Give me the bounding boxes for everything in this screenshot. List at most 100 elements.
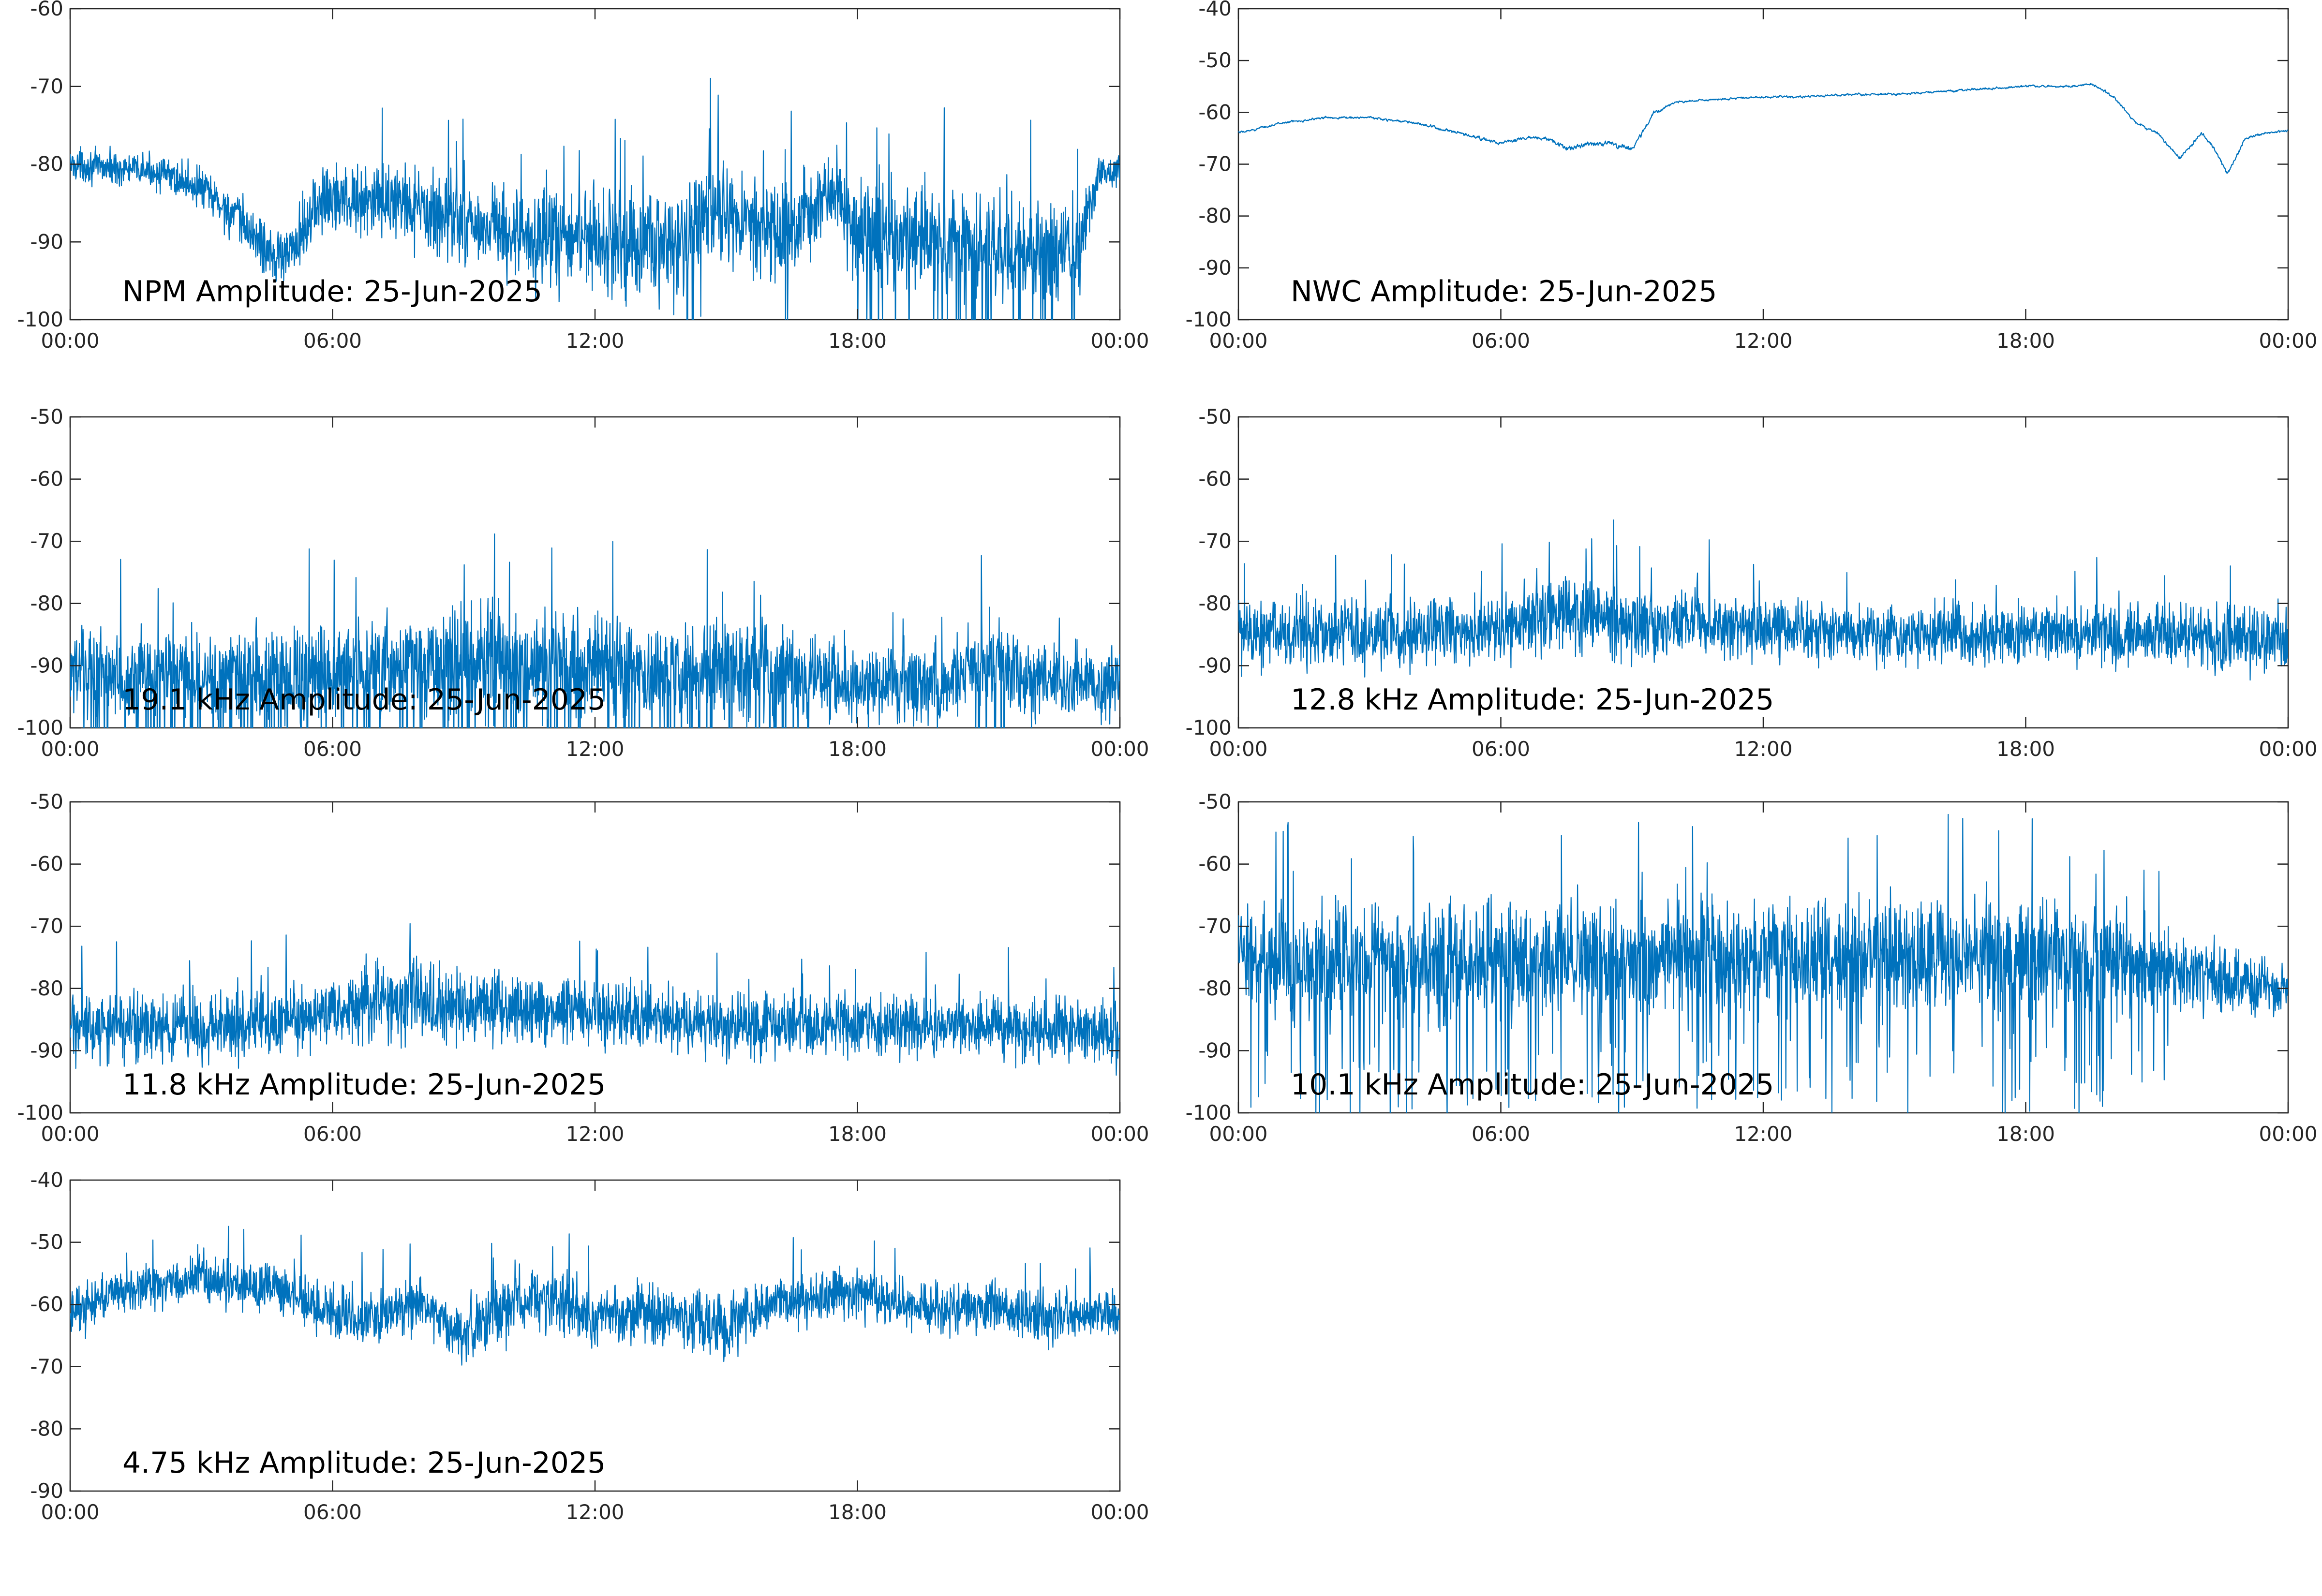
x-tick-label: 00:00: [41, 737, 99, 761]
y-tick-label: -60: [1198, 100, 1232, 124]
series-line: [70, 77, 1120, 320]
y-tick-label: -70: [1198, 529, 1232, 553]
x-tick-label: 00:00: [1090, 1122, 1149, 1146]
axes-box: [69, 8, 1121, 321]
x-tick-label: 00:00: [41, 1122, 99, 1146]
axes-box: [1237, 416, 2289, 729]
y-tick-label: -50: [1198, 48, 1232, 72]
y-tick-label: -100: [1186, 716, 1232, 739]
y-tick-label: -50: [1198, 790, 1232, 813]
x-tick-label: 12:00: [566, 1122, 624, 1146]
chart-title: 12.8 kHz Amplitude: 25-Jun-2025: [1291, 683, 1774, 717]
y-tick-label: -90: [30, 653, 63, 677]
chart-panel-1: -100 -90 -80 -70 -60 00:00 06:00 12:00 18:00 00:0…: [17, 0, 1149, 353]
chart-title: NPM Amplitude: 25-Jun-2025: [122, 275, 542, 309]
y-tick-label: -60: [30, 1292, 63, 1316]
chart-panel-2: -100 -90 -80 -70 -60 -50 -40 00:00 06:00 12:00 18:…: [1186, 0, 2318, 353]
y-tick-label: -80: [30, 591, 63, 615]
x-tick-label: 00:00: [1209, 1122, 1267, 1146]
x-tick-label: 12:00: [566, 737, 624, 761]
y-tick-label: -60: [30, 467, 63, 491]
y-tick-label: -50: [1198, 405, 1232, 429]
y-tick-label: -90: [1198, 1038, 1232, 1062]
y-tick-label: -80: [1198, 591, 1232, 615]
x-tick-label: 18:00: [828, 329, 887, 353]
y-tick-label: -70: [30, 74, 63, 98]
x-tick-label: 00:00: [2259, 737, 2317, 761]
y-tick-label: -100: [17, 308, 63, 331]
series-line: [1238, 519, 2288, 681]
x-tick-label: 12:00: [1734, 1122, 1792, 1146]
x-tick-label: 12:00: [1734, 737, 1792, 761]
y-tick-label: -100: [1186, 308, 1232, 331]
x-tick-label: 06:00: [303, 737, 362, 761]
y-tick-label: -70: [30, 529, 63, 553]
x-tick-label: 06:00: [1472, 737, 1530, 761]
y-tick-label: -100: [17, 716, 63, 739]
axes-box: [69, 416, 1121, 729]
y-tick-label: -60: [1198, 852, 1232, 876]
x-tick-label: 06:00: [1472, 329, 1530, 353]
x-tick-label: 18:00: [828, 1500, 887, 1524]
y-tick-label: -40: [30, 1168, 63, 1192]
y-tick-label: -60: [1198, 467, 1232, 491]
y-tick-label: -70: [30, 1355, 63, 1378]
x-tick-label: 18:00: [828, 737, 887, 761]
y-tick-label: -80: [1198, 204, 1232, 228]
x-tick-label: 06:00: [303, 1500, 362, 1524]
y-tick-label: -80: [30, 1417, 63, 1440]
x-tick-label: 00:00: [41, 1500, 99, 1524]
chart-title: 10.1 kHz Amplitude: 25-Jun-2025: [1291, 1068, 1774, 1102]
x-tick-label: 18:00: [1996, 329, 2055, 353]
y-tick-label: -70: [1198, 914, 1232, 938]
y-tick-label: -90: [30, 1038, 63, 1062]
series-line: [1238, 83, 2288, 174]
y-tick-label: -90: [1198, 653, 1232, 677]
axes-box: [69, 801, 1121, 1114]
axes-box: [1237, 8, 2289, 321]
y-tick-label: -100: [17, 1101, 63, 1124]
chart-title: 4.75 kHz Amplitude: 25-Jun-2025: [122, 1446, 606, 1480]
y-tick-label: -80: [1198, 976, 1232, 1000]
y-tick-label: -90: [1198, 256, 1232, 280]
chart-panel-6: -100 -90 -80 -70 -60 -50 00:00 06:00 12:00 18:00 0…: [1186, 790, 2318, 1146]
x-tick-label: 06:00: [1472, 1122, 1530, 1146]
chart-panel-5: -100 -90 -80 -70 -60 -50 00:00 06:00 12:00 18:00 0…: [17, 790, 1149, 1146]
x-tick-label: 12:00: [566, 329, 624, 353]
x-tick-label: 00:00: [1090, 737, 1149, 761]
x-tick-label: 00:00: [1209, 737, 1267, 761]
x-tick-label: 18:00: [1996, 737, 2055, 761]
y-tick-label: -50: [30, 1230, 63, 1254]
y-tick-label: -100: [1186, 1101, 1232, 1124]
y-tick-label: -80: [30, 976, 63, 1000]
series-line: [70, 923, 1120, 1076]
y-tick-label: -60: [30, 852, 63, 876]
y-tick-label: -80: [30, 152, 63, 176]
chart-panel-7: -90 -80 -70 -60 -50 -40 00:00 06:00 12:00 18:00 00…: [30, 1168, 1149, 1524]
series-line: [70, 1226, 1120, 1366]
chart-title: 19.1 kHz Amplitude: 25-Jun-2025: [122, 683, 606, 717]
x-tick-label: 00:00: [1209, 329, 1267, 353]
y-tick-label: -90: [30, 230, 63, 253]
x-tick-label: 00:00: [1090, 1500, 1149, 1524]
chart-panel-3: -100 -90 -80 -70 -60 -50 00:00 06:00 12:00 18:00 0…: [17, 405, 1149, 761]
x-tick-label: 00:00: [2259, 329, 2317, 353]
chart-panel-4: -100 -90 -80 -70 -60 -50 00:00 06:00 12:00 18:00 0…: [1186, 405, 2318, 761]
x-tick-label: 18:00: [1996, 1122, 2055, 1146]
series-line: [1238, 813, 2288, 1113]
y-tick-label: -50: [30, 790, 63, 813]
x-tick-label: 00:00: [2259, 1122, 2317, 1146]
y-tick-label: -50: [30, 405, 63, 429]
series-line: [70, 533, 1120, 728]
x-tick-label: 12:00: [1734, 329, 1792, 353]
x-tick-label: 18:00: [828, 1122, 887, 1146]
chart-title: 11.8 kHz Amplitude: 25-Jun-2025: [122, 1068, 606, 1102]
x-tick-label: 12:00: [566, 1500, 624, 1524]
x-tick-label: 00:00: [41, 329, 99, 353]
x-tick-label: 06:00: [303, 329, 362, 353]
y-tick-label: -70: [1198, 152, 1232, 176]
y-tick-label: -90: [30, 1479, 63, 1503]
y-tick-label: -70: [30, 914, 63, 938]
y-tick-label: -40: [1198, 0, 1232, 20]
